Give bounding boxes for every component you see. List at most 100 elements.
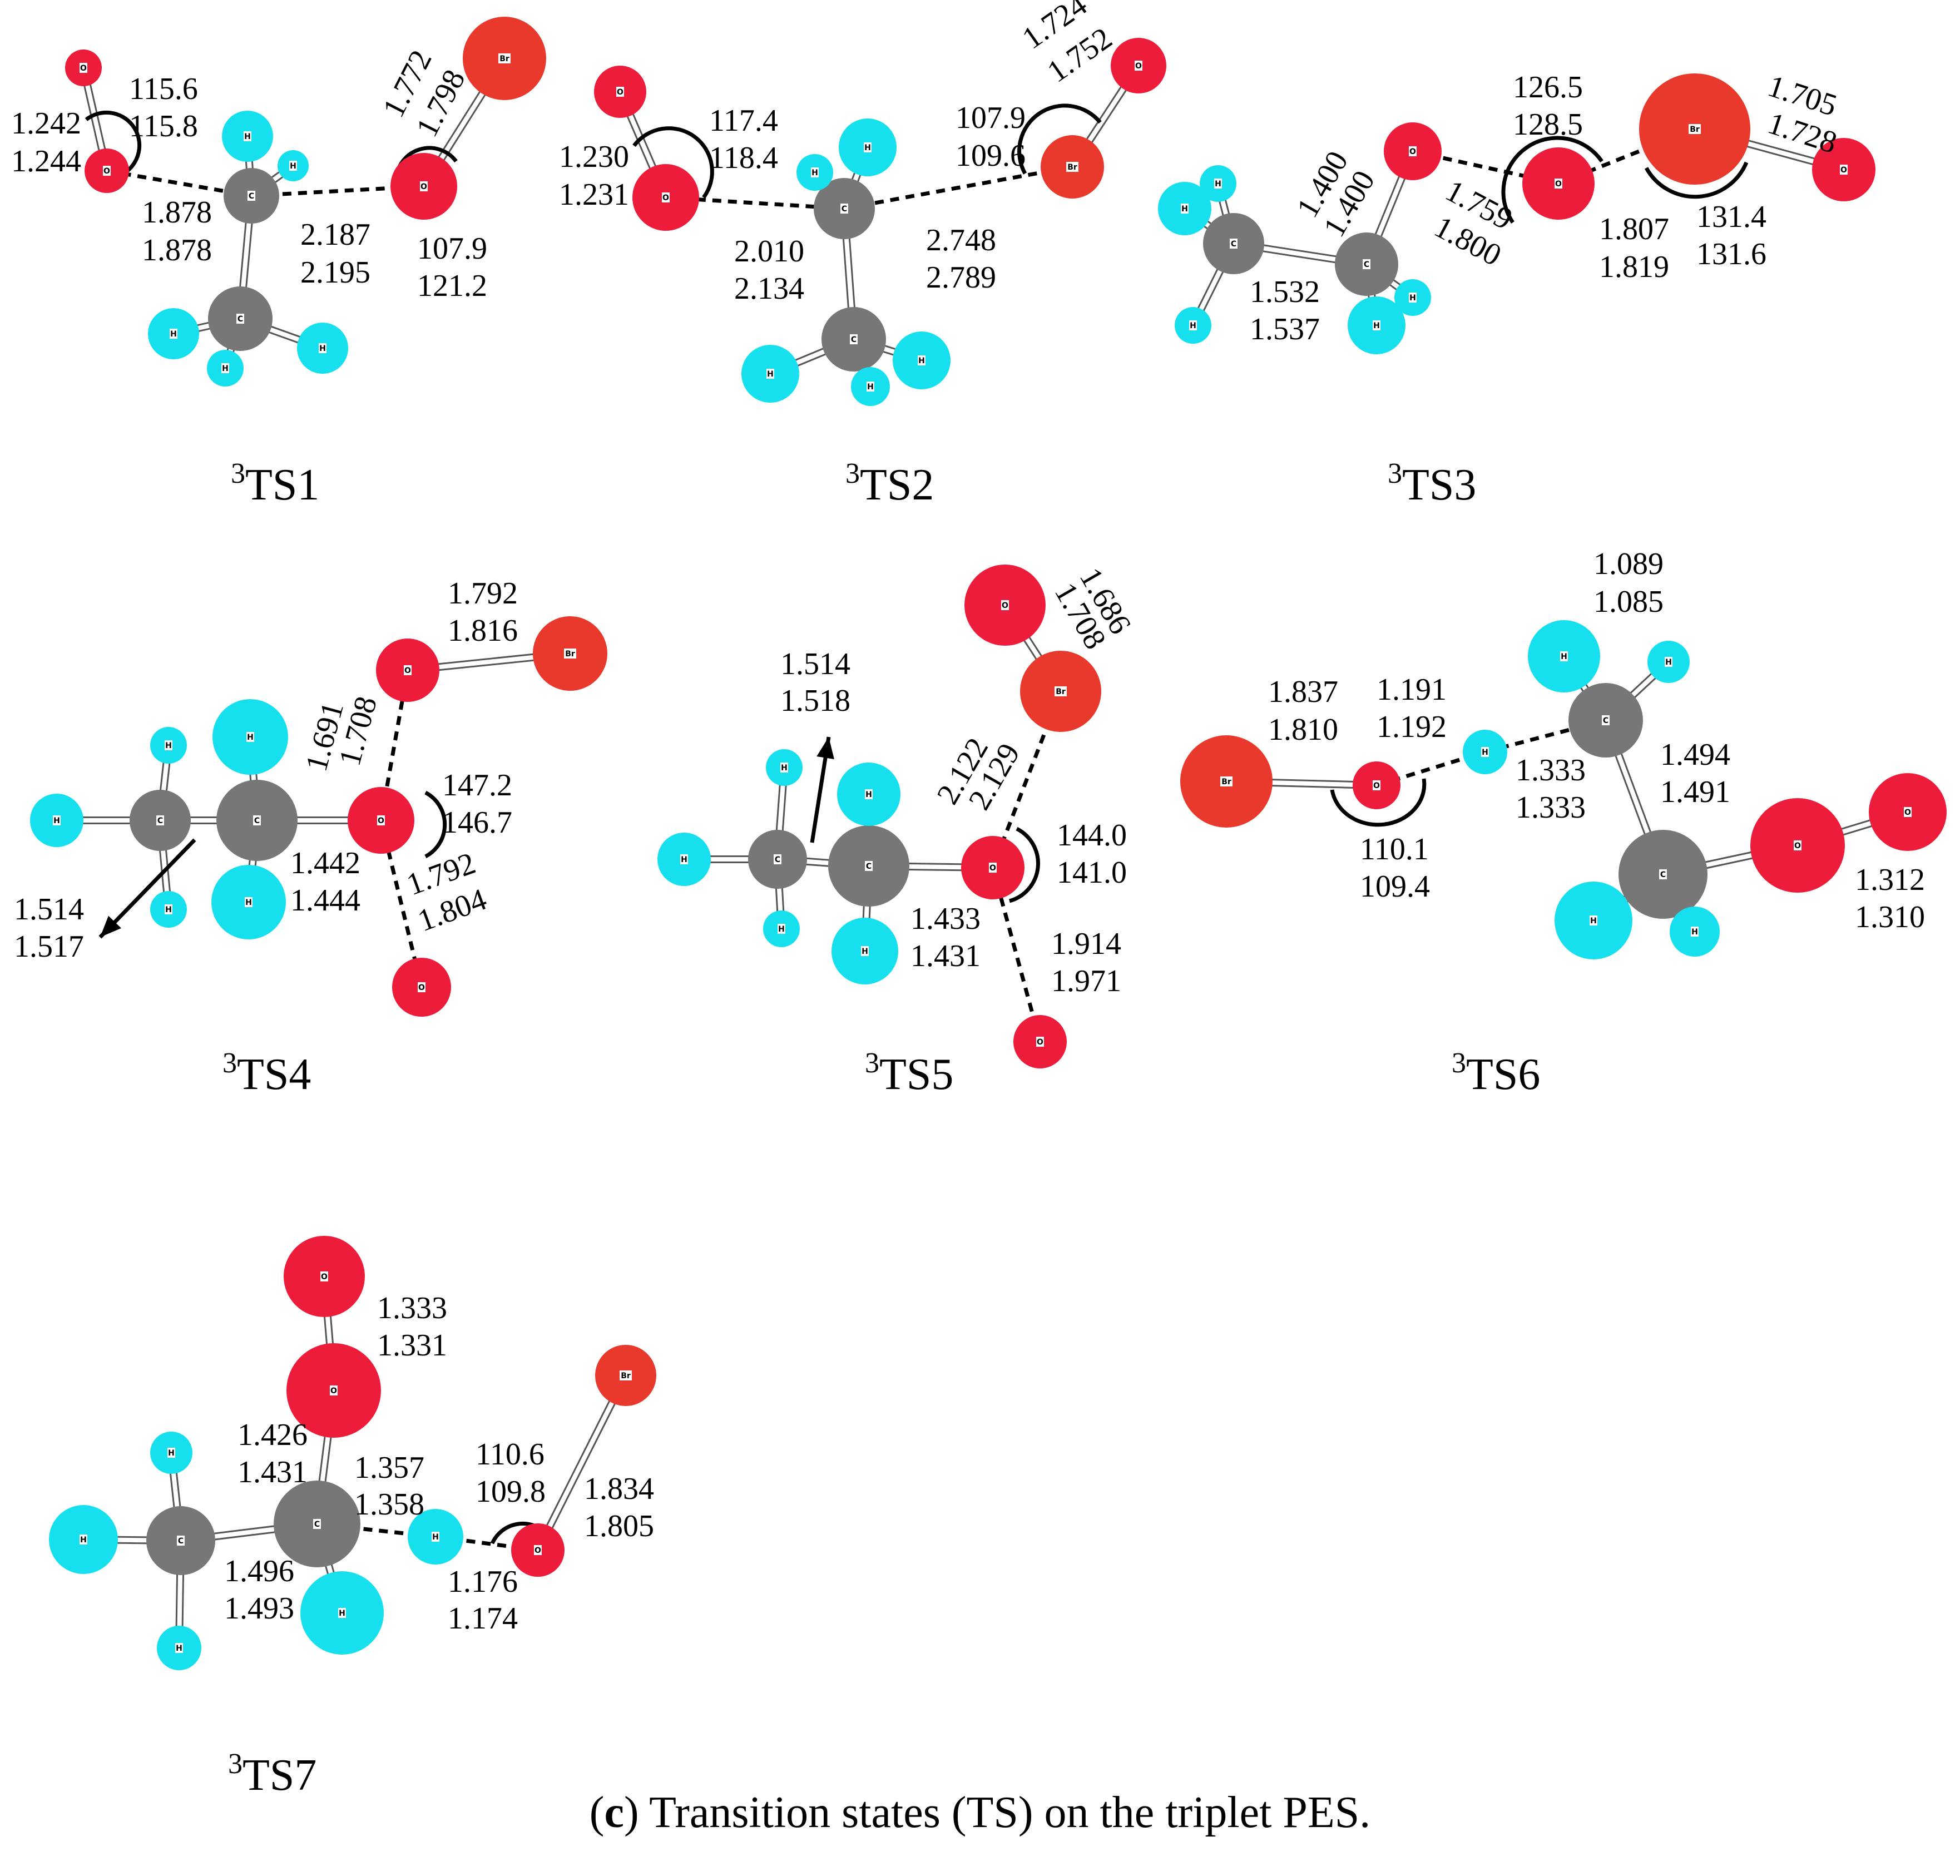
ts3-label-l: 131.6 (1696, 237, 1766, 271)
ts3-atom-tag-c1 (1230, 239, 1238, 249)
ts7-atom-symbol-o2: O (330, 1387, 337, 1395)
ts4-atom-tag-o2 (377, 815, 385, 825)
ts3-atom-symbol-o1: O (1409, 147, 1416, 156)
atom-layer: O O C H H C H H H O Br O O C H H C H H H Br O H H C H C H H O O Br O O Br H… (30, 17, 1947, 1670)
ts1-label-e: 1.878 (142, 195, 212, 230)
ts7-atom-tag-o1 (320, 1271, 328, 1281)
ts1-atom-symbol-h4: H (222, 364, 229, 373)
ts1-atom-symbol-o1: O (80, 64, 87, 73)
ts7-atom-symbol-h2: H (80, 1536, 87, 1545)
ts5-atom-tag-o1 (1001, 600, 1009, 610)
ts1-label-b: 115.8 (129, 109, 198, 143)
ts6-atom-tag-c2 (1659, 869, 1667, 879)
ts7-bond-inner-o3-br (536, 1373, 628, 1552)
ts4-atom-symbol-h3: H (165, 905, 172, 914)
ts6-angle-arc-0 (1330, 778, 1427, 827)
ts1-label-a: 115.6 (129, 72, 198, 106)
ts2-atom-tag-h5 (918, 355, 925, 365)
ts7-title-superscript: 3 (228, 1748, 242, 1780)
ts4-label-l: 1.517 (14, 929, 84, 964)
ts3-atom-symbol-o3: O (1840, 166, 1847, 175)
ts5-atom-symbol-c1: C (775, 855, 780, 864)
ts6-label-a: 1.089 (1593, 547, 1664, 581)
ts2-atom-tag-c1 (840, 204, 848, 214)
ts1-label-c: 1.242 (11, 106, 81, 141)
ts6-atom-tag-br (1220, 776, 1233, 786)
ts5-atom-tag-c1 (774, 854, 781, 864)
ts6-atom-tag-h2 (1560, 651, 1568, 661)
ts1-title-name: TS1 (245, 461, 319, 509)
ts5-atom-symbol-h1: H (781, 764, 788, 773)
ts7-label-n: 1.174 (448, 1601, 518, 1636)
ts6-title: 3TS6 (1452, 1047, 1540, 1099)
ts1-atom-symbol-c2: C (237, 315, 243, 324)
ts7-label-j: 1.805 (584, 1509, 654, 1543)
ts7-atom-tag-h3 (175, 1643, 183, 1653)
ts3-atom-symbol-h2: H (1181, 205, 1188, 214)
ts4-atom-tag-c2 (253, 815, 261, 825)
ts3-atom-tag-h1 (1214, 179, 1222, 189)
ts3-label-j: 1.819 (1599, 250, 1669, 284)
ts5-label-i: 1.433 (910, 902, 981, 936)
ts3-title: 3TS3 (1388, 458, 1476, 509)
ts2-dashed-bond-c1-br (844, 165, 1073, 211)
ts5-atom-symbol-h5: H (862, 947, 868, 956)
ts3-atom-symbol-c2: C (1364, 260, 1369, 269)
ts6-atom-symbol-o1: O (1373, 781, 1380, 790)
ts6-title-name: TS6 (1466, 1050, 1540, 1099)
ts2-label-h: 2.789 (926, 260, 996, 295)
ts2-label-d: 1.231 (559, 177, 629, 212)
dashed-bond-layer (85, 103, 1749, 1552)
ts2-label-e: 2.010 (734, 234, 804, 269)
ts5-label-d: 1.518 (780, 684, 850, 718)
ts5-atom-symbol-o1: O (1002, 601, 1008, 610)
ts2-atom-symbol-h4: H (867, 383, 874, 392)
ts4-atom-tag-o3 (418, 982, 425, 992)
ts6-atom-symbol-h3: H (1665, 658, 1672, 667)
ts3-atom-tag-h4 (1409, 293, 1417, 303)
ts2-label-c: 1.230 (559, 140, 629, 174)
ts4-atom-tag-h4 (246, 732, 254, 742)
ts4-atom-tag-o1 (404, 665, 412, 675)
ts7-atom-tag-o2 (330, 1385, 338, 1395)
ts4-atom-tag-c1 (156, 815, 164, 825)
ts1-label-g: 2.187 (300, 217, 370, 252)
ts5-atom-tag-o2 (989, 863, 997, 873)
ts2-atom-symbol-h1: H (864, 143, 871, 152)
ts4-title-superscript: 3 (222, 1047, 237, 1079)
figure-caption: (c) Transition states (TS) on the triple… (589, 1788, 1371, 1837)
ts7-atom-symbol-h5: H (432, 1533, 439, 1542)
ts7-label-d: 1.431 (237, 1455, 308, 1489)
ts2-atom-tag-br (1066, 162, 1078, 172)
ts2-label-a: 117.4 (709, 103, 778, 138)
ts7-atom-tag-c2 (313, 1519, 321, 1529)
ts4-atom-symbol-h5: H (245, 898, 252, 907)
ts3-atom-symbol-h3: H (1190, 321, 1196, 330)
ts6-label-c: 1.837 (1268, 675, 1338, 709)
ts1-atom-symbol-c1: C (249, 192, 254, 201)
ts5-label-j: 1.431 (910, 939, 981, 973)
ts2-atom-symbol-o2: O (662, 194, 669, 202)
ts5-label-l: 1.971 (1051, 964, 1121, 998)
ts6-atom-symbol-o2: O (1794, 842, 1801, 850)
ts7-label-e: 1.357 (354, 1451, 424, 1485)
ts1-atom-tag-c1 (248, 191, 255, 201)
ts1-atom-tag-br (498, 53, 511, 63)
ts1-atom-tag-h1 (244, 131, 251, 141)
ts1-atom-tag-h5 (319, 343, 326, 353)
ts2-atom-tag-c2 (850, 334, 858, 344)
ts1-angle-arc-0 (85, 110, 142, 173)
ts2-atom-tag-o2 (662, 192, 670, 202)
ts1-label-f: 1.878 (142, 233, 212, 268)
ts5-atom-tag-h5 (861, 946, 869, 956)
ts2-atom-symbol-br: Br (1067, 163, 1077, 172)
ts5-atom-tag-br (1055, 686, 1067, 696)
ts2-label-j: 109.6 (956, 138, 1026, 173)
ts3-title-name: TS3 (1402, 461, 1476, 509)
ts6-label-f: 1.192 (1377, 710, 1447, 744)
ts3-atom-symbol-h4: H (1409, 294, 1416, 303)
ts7-label-f: 1.358 (354, 1487, 424, 1522)
ts1-label-d: 1.244 (11, 144, 81, 179)
ts6-label-j: 1.333 (1516, 790, 1586, 825)
ts6-atom-tag-o2 (1794, 840, 1801, 850)
